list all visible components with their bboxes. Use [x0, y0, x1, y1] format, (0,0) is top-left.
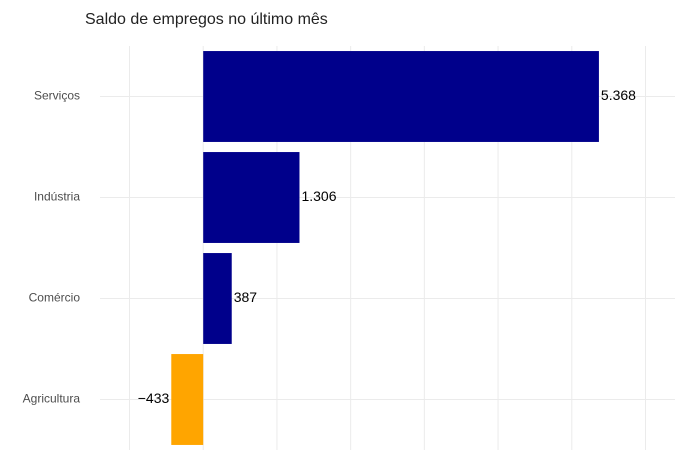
y-tick-label: Comércio [29, 291, 81, 305]
data-label: 1.306 [301, 188, 336, 204]
bar [203, 253, 232, 344]
y-tick-label: Indústria [34, 190, 80, 204]
bar [171, 354, 204, 445]
bar [203, 51, 599, 142]
data-label: 5.368 [601, 87, 636, 103]
y-tick-label: Serviços [34, 89, 80, 103]
bar [203, 152, 300, 243]
chart-title: Saldo de empregos no último mês [85, 11, 328, 28]
data-label: −433 [138, 390, 170, 406]
y-tick-label: Agricultura [23, 392, 81, 406]
data-label: 387 [234, 289, 258, 305]
